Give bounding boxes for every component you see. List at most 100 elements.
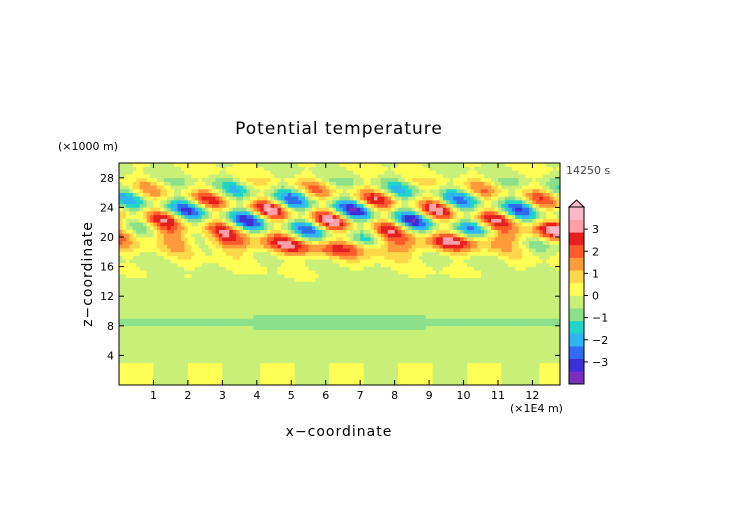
heatmap-cell — [332, 262, 337, 267]
heatmap-cell — [198, 307, 203, 312]
heatmap-cell — [318, 240, 323, 245]
heatmap-cell — [401, 185, 406, 190]
heatmap-cell — [212, 225, 216, 230]
heatmap-cell — [315, 292, 320, 297]
heatmap-cell — [294, 362, 299, 367]
heatmap-cell — [156, 200, 161, 205]
heatmap-cell — [322, 318, 327, 323]
heatmap-cell — [356, 181, 361, 186]
heatmap-cell — [125, 203, 130, 208]
heatmap-cell — [398, 355, 402, 360]
heatmap-cell — [125, 370, 130, 375]
heatmap-cell — [332, 163, 337, 168]
heatmap-cell — [236, 344, 240, 349]
heatmap-cell — [332, 362, 337, 367]
heatmap-cell — [280, 322, 285, 327]
heatmap-cell — [280, 240, 285, 245]
heatmap-cell — [208, 340, 213, 345]
heatmap-cell — [246, 233, 251, 238]
heatmap-cell — [194, 196, 199, 201]
heatmap-cell — [129, 370, 134, 375]
heatmap-cell — [336, 255, 340, 260]
heatmap-cell — [229, 303, 234, 308]
heatmap-cell — [153, 348, 158, 353]
heatmap-cell — [125, 211, 130, 216]
heatmap-cell — [263, 218, 268, 223]
heatmap-cell — [260, 359, 265, 364]
heatmap-cell — [387, 344, 392, 349]
heatmap-cell — [363, 348, 368, 353]
heatmap-cell — [322, 299, 327, 304]
heatmap-cell — [174, 248, 178, 253]
heatmap-cell — [356, 185, 361, 190]
heatmap-cell — [232, 233, 237, 238]
heatmap-cell — [119, 174, 123, 179]
heatmap-cell — [229, 214, 234, 219]
heatmap-cell — [205, 255, 209, 260]
heatmap-cell — [391, 362, 395, 367]
heatmap-cell — [125, 225, 130, 230]
heatmap-cell — [122, 240, 127, 245]
heatmap-cell — [177, 255, 182, 260]
heatmap-cell — [167, 381, 172, 386]
heatmap-cell — [373, 333, 378, 338]
heatmap-cell — [256, 314, 261, 319]
heatmap-cell — [132, 362, 137, 367]
heatmap-cell — [136, 233, 141, 238]
heatmap-cell — [187, 377, 192, 382]
heatmap-cell — [398, 318, 402, 323]
heatmap-cell — [305, 185, 309, 190]
heatmap-cell — [205, 251, 209, 256]
heatmap-cell — [301, 370, 306, 375]
heatmap-cell — [212, 248, 216, 253]
heatmap-cell — [194, 211, 199, 216]
heatmap-cell — [342, 203, 347, 208]
heatmap-cell — [150, 233, 154, 238]
heatmap-cell — [170, 207, 175, 212]
heatmap-cell — [187, 229, 192, 234]
heatmap-cell — [139, 311, 144, 316]
heatmap-cell — [280, 200, 285, 205]
heatmap-cell — [243, 366, 247, 371]
heatmap-cell — [332, 348, 337, 353]
heatmap-cell — [119, 170, 123, 175]
heatmap-cell — [401, 314, 406, 319]
heatmap-cell — [229, 222, 234, 227]
heatmap-cell — [243, 214, 247, 219]
heatmap-cell — [294, 274, 299, 279]
heatmap-cell — [398, 322, 402, 327]
heatmap-cell — [280, 296, 285, 301]
heatmap-cell — [294, 336, 299, 341]
heatmap-cell — [122, 203, 127, 208]
heatmap-cell — [308, 333, 313, 338]
heatmap-cell — [301, 185, 306, 190]
heatmap-cell — [349, 348, 354, 353]
heatmap-cell — [156, 203, 161, 208]
heatmap-cell — [256, 233, 261, 238]
heatmap-cell — [119, 192, 123, 197]
heatmap-cell — [329, 281, 333, 286]
heatmap-cell — [332, 237, 337, 242]
heatmap-cell — [367, 348, 371, 353]
heatmap-cell — [156, 233, 161, 238]
heatmap-cell — [270, 196, 275, 201]
heatmap-cell — [291, 211, 296, 216]
chart-title: Potential temperature — [235, 119, 443, 139]
heatmap-cell — [156, 240, 161, 245]
heatmap-cell — [208, 207, 213, 212]
heatmap-cell — [311, 188, 316, 193]
heatmap-cell — [177, 240, 182, 245]
heatmap-cell — [218, 218, 223, 223]
heatmap-cell — [194, 351, 199, 356]
heatmap-cell — [236, 222, 240, 227]
heatmap-cell — [387, 233, 392, 238]
heatmap-cell — [356, 200, 361, 205]
heatmap-cell — [125, 259, 130, 264]
heatmap-cell — [360, 336, 364, 341]
heatmap-cell — [342, 174, 347, 179]
heatmap-cell — [122, 177, 127, 182]
heatmap-cell — [311, 214, 316, 219]
heatmap-cell — [342, 329, 347, 334]
heatmap-cell — [194, 377, 199, 382]
heatmap-cell — [367, 274, 371, 279]
